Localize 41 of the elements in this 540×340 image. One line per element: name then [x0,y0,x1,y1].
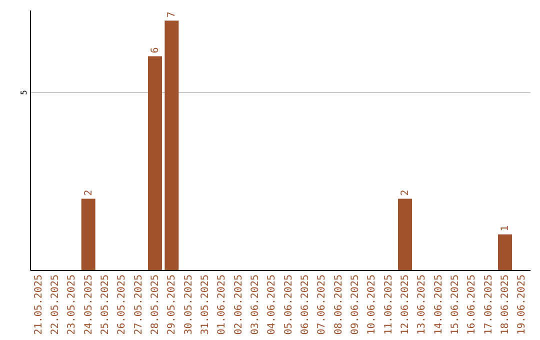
data-label: 7 [166,12,178,18]
x-tick-label: 09.06.2025 [350,274,361,335]
x-tick-label: 04.06.2025 [266,274,278,335]
x-tick-label: 01.06.2025 [216,274,228,335]
x-tick-label: 25.05.2025 [100,274,111,335]
x-tick-label: 03.06.2025 [250,274,261,335]
bar [498,234,512,270]
x-tick-label: 13.06.2025 [416,274,428,335]
bar [398,198,412,270]
x-tick-label: 28.05.2025 [150,274,161,335]
x-tick-label: 10.06.2025 [366,274,378,335]
data-label: 6 [150,47,161,54]
data-label: 2 [400,190,411,196]
x-tick-label: 16.06.2025 [466,274,478,335]
x-tick-label: 08.06.2025 [333,274,344,335]
data-label: 1 [500,225,511,232]
x-tick-label: 31.05.2025 [200,274,211,335]
bar [148,56,162,270]
x-tick-label: 21.05.2025 [33,274,44,335]
x-tick-label: 22.05.2025 [50,274,61,335]
y-tick-label: 5 [20,90,28,95]
x-tick-label: 14.06.2025 [433,274,444,335]
x-tick-label: 26.05.2025 [116,274,128,335]
x-tick-label: 23.05.2025 [66,274,78,335]
x-tick-label: 24.05.2025 [83,274,94,335]
bar [81,198,96,270]
x-tick-label: 07.06.2025 [316,274,328,335]
x-tick-label: 05.06.2025 [283,274,294,335]
data-label: 2 [83,190,94,196]
x-tick-label: 06.06.2025 [300,274,311,335]
x-tick-label: 30.05.2025 [183,274,194,335]
x-tick-label: 19.06.2025 [516,274,528,335]
x-tick-label: 11.06.2025 [383,274,394,335]
x-tick-label: 17.06.2025 [483,274,494,335]
x-tick-label: 27.05.2025 [133,274,144,335]
x-tick-label: 15.06.2025 [450,274,461,335]
bar [164,20,179,270]
x-tick-label: 29.05.2025 [166,274,178,335]
x-tick-label: 12.06.2025 [400,274,411,335]
x-tick-label: 02.06.2025 [233,274,244,335]
x-tick-label: 18.06.2025 [500,274,511,335]
